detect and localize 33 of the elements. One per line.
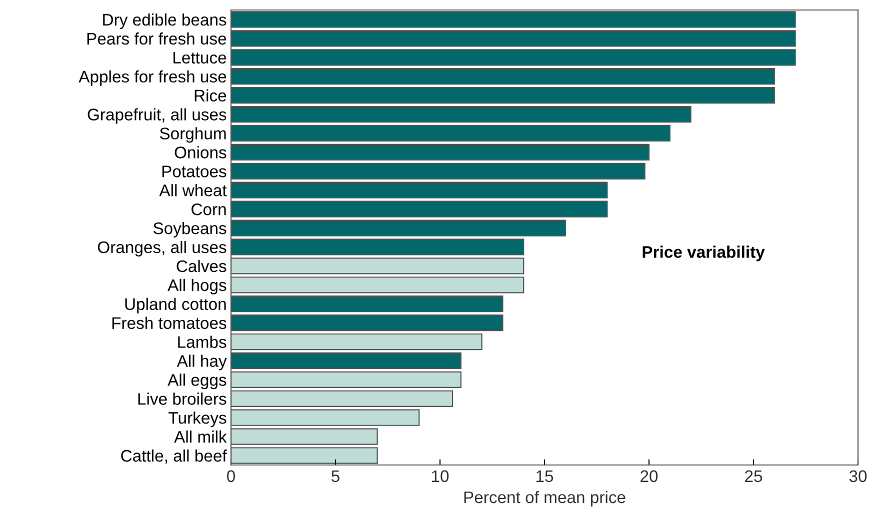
y-tick-label: Rice: [194, 89, 226, 102]
y-tick-label: Corn: [192, 203, 226, 216]
y-tick-label: Calves: [176, 260, 226, 272]
x-axis-title: Percent of mean price: [464, 490, 626, 506]
x-tick-label: 0: [227, 470, 235, 482]
y-tick-label: Potatoes: [162, 166, 226, 178]
y-tick-label: Lambs: [178, 336, 226, 348]
y-tick-label: Oranges, all uses: [98, 240, 226, 256]
y-tick-label: Upland cotton: [125, 298, 226, 314]
annotation: Price variability: [642, 246, 765, 262]
y-tick-label: Live broilers: [138, 392, 226, 405]
y-tick-label: Lettuce: [174, 52, 226, 64]
y-tick-label: Grapefruit, all uses: [88, 108, 226, 124]
y-tick-label: Sorghum: [160, 127, 226, 143]
y-tick-label: Cattle, all beef: [121, 449, 227, 464]
y-tick-label: Dry edible beans: [103, 13, 226, 29]
y-tick-label: Pears for fresh use: [87, 32, 226, 45]
y-tick-label: All hogs: [168, 278, 226, 294]
y-tick-label: Onions: [174, 146, 226, 158]
y-tick-label: All wheat: [159, 184, 227, 196]
x-tick-label: 5: [332, 470, 340, 482]
y-tick-label: Fresh tomatoes: [112, 316, 226, 330]
x-tick-label: 10: [432, 470, 449, 482]
y-tick-label: All hay: [176, 354, 227, 370]
y-tick-label: Soybeans: [153, 222, 226, 238]
x-tick-label: 15: [536, 470, 554, 482]
x-tick-label: 30: [849, 470, 867, 482]
y-tick-label: Apples for fresh use: [78, 70, 226, 86]
x-tick-label: 25: [745, 470, 762, 482]
y-tick-label: All eggs: [168, 374, 226, 390]
x-tick-label: 20: [640, 470, 658, 482]
y-tick-label: Turkeys: [168, 412, 226, 428]
y-tick-label: All milk: [174, 430, 227, 443]
